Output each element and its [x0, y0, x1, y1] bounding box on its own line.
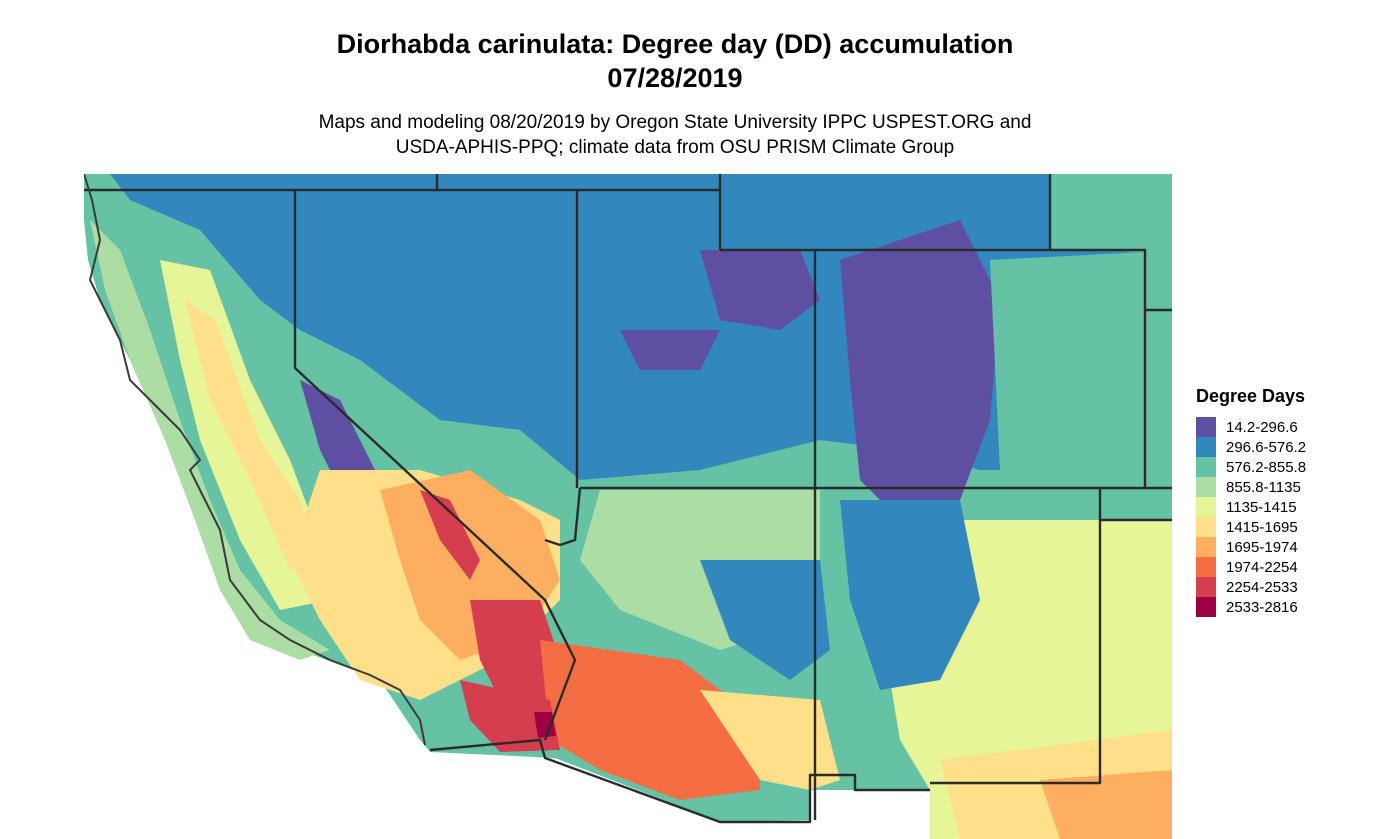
region-rockies-purple: [840, 220, 1000, 520]
legend-swatch: [1196, 457, 1216, 477]
legend-swatch: [1196, 517, 1216, 537]
legend-label: 14.2-296.6: [1226, 418, 1298, 436]
legend-title: Degree Days: [1196, 386, 1306, 406]
subtitle-line-2: USDA-APHIS-PPQ; climate data from OSU PR…: [395, 137, 955, 158]
degree-day-map: [84, 174, 1172, 839]
region-northeast-green: [1050, 174, 1172, 310]
legend-label: 2533-2816: [1226, 598, 1298, 616]
legend-swatch: [1196, 477, 1216, 497]
legend-item: 1974-2254: [1196, 557, 1396, 577]
legend-item: 2254-2533: [1196, 577, 1396, 597]
border-ca-nv: [293, 190, 577, 741]
legend-items: 14.2-296.6 296.6-576.2 576.2-855.8 855.8-11…: [1196, 417, 1396, 617]
legend-item: 1415-1695: [1196, 517, 1396, 537]
legend-label: 296.6-576.2: [1226, 438, 1307, 456]
legend-label: 1695-1974: [1226, 538, 1298, 556]
legend-swatch: [1196, 497, 1216, 517]
map-title: Diorhabda carinulata: Degree day (DD) ac…: [150, 27, 1200, 95]
region-mogollon-blue: [700, 560, 830, 680]
legend: Degree Days 14.2-296.6 296.6-576.2 576.2-8…: [1196, 386, 1396, 617]
region-plains-green: [990, 252, 1145, 470]
region-coast-green: [90, 220, 330, 660]
region-lake-havasu-red: [470, 600, 560, 720]
state-borders: [84, 174, 1172, 824]
border-tx-nm: [930, 520, 1102, 785]
region-death-valley-red: [420, 490, 480, 580]
region-central-valley-core: [185, 300, 320, 570]
legend-item: 1695-1974: [1196, 537, 1396, 557]
subtitle-line-1: Maps and modeling 08/20/2019 by Oregon S…: [318, 112, 1032, 133]
border-mexico: [429, 738, 930, 824]
legend-label: 576.2-855.8: [1226, 458, 1307, 476]
legend-label: 2254-2533: [1226, 578, 1298, 596]
legend-swatch: [1196, 577, 1216, 597]
border-colorado-river: [544, 487, 582, 547]
legend-swatch: [1196, 437, 1216, 457]
legend-item: 576.2-855.8: [1196, 457, 1396, 477]
region-wyoming-purple: [700, 250, 820, 330]
legend-label: 1135-1415: [1226, 498, 1297, 516]
region-uinta-purple: [620, 330, 720, 370]
legend-item: 14.2-296.6: [1196, 417, 1396, 437]
legend-swatch: [1196, 557, 1216, 577]
region-arizona-orange: [540, 640, 760, 800]
region-nm-blue: [840, 500, 980, 690]
legend-swatch: [1196, 537, 1216, 557]
legend-label: 855.8-1135: [1226, 478, 1301, 496]
map-subtitle: Maps and modeling 08/20/2019 by Oregon S…: [150, 110, 1200, 160]
region-yuma-maroon: [534, 712, 556, 738]
legend-label: 1415-1695: [1226, 518, 1298, 536]
region-texas-deep: [1040, 770, 1172, 839]
region-arizona-hot-red: [460, 680, 560, 752]
region-sonoran-yellow: [700, 690, 840, 790]
legend-swatch: [1196, 597, 1216, 617]
border-wy-co: [720, 248, 1147, 488]
legend-label: 1974-2254: [1226, 558, 1298, 576]
legend-swatch: [1196, 417, 1216, 437]
legend-item: 2533-2816: [1196, 597, 1396, 617]
coastline: [84, 174, 426, 746]
legend-item: 1135-1415: [1196, 497, 1396, 517]
title-line-2: 07/28/2019: [607, 63, 743, 93]
legend-item: 855.8-1135: [1196, 477, 1396, 497]
title-line-1: Diorhabda carinulata: Degree day (DD) ac…: [336, 29, 1014, 59]
legend-item: 296.6-576.2: [1196, 437, 1396, 457]
